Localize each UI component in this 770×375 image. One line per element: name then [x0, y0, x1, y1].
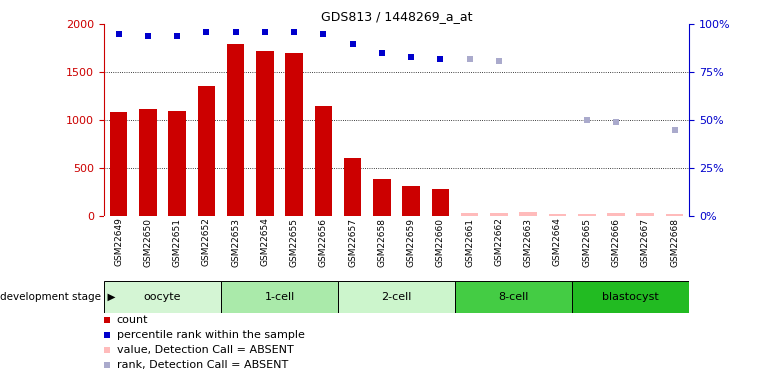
Text: GSM22662: GSM22662 — [494, 217, 504, 267]
Text: GSM22652: GSM22652 — [202, 217, 211, 267]
Bar — [221, 281, 338, 313]
Bar — [432, 189, 449, 216]
Text: 2-cell: 2-cell — [381, 292, 412, 302]
Text: percentile rank within the sample: percentile rank within the sample — [117, 330, 305, 340]
Text: GSM22666: GSM22666 — [611, 217, 621, 267]
Text: blastocyst: blastocyst — [602, 292, 659, 302]
Bar — [490, 213, 507, 216]
Bar — [461, 213, 478, 216]
Text: oocyte: oocyte — [144, 292, 181, 302]
Text: 1-cell: 1-cell — [264, 292, 295, 302]
Text: GSM22656: GSM22656 — [319, 217, 328, 267]
Text: GSM22655: GSM22655 — [290, 217, 299, 267]
Bar — [520, 212, 537, 216]
Bar — [572, 281, 689, 313]
Text: GSM22653: GSM22653 — [231, 217, 240, 267]
Bar — [455, 281, 572, 313]
Bar — [403, 186, 420, 216]
Text: GSM22654: GSM22654 — [260, 217, 269, 267]
Bar — [373, 179, 390, 216]
Title: GDS813 / 1448269_a_at: GDS813 / 1448269_a_at — [321, 10, 472, 23]
Text: rank, Detection Call = ABSENT: rank, Detection Call = ABSENT — [117, 360, 288, 370]
Bar — [227, 44, 244, 216]
Bar — [666, 214, 683, 216]
Text: GSM22663: GSM22663 — [524, 217, 533, 267]
Bar — [549, 214, 566, 216]
Bar — [169, 111, 186, 216]
Text: GSM22649: GSM22649 — [114, 217, 123, 267]
Bar — [104, 281, 221, 313]
Bar — [315, 106, 332, 216]
Text: count: count — [117, 315, 149, 325]
Text: GSM22665: GSM22665 — [582, 217, 591, 267]
Text: GSM22661: GSM22661 — [465, 217, 474, 267]
Bar — [139, 108, 156, 216]
Text: development stage  ▶: development stage ▶ — [0, 292, 116, 302]
Text: GSM22657: GSM22657 — [348, 217, 357, 267]
Text: GSM22659: GSM22659 — [407, 217, 416, 267]
Bar — [110, 112, 127, 216]
Text: GSM22658: GSM22658 — [377, 217, 387, 267]
Bar — [198, 86, 215, 216]
Text: GSM22660: GSM22660 — [436, 217, 445, 267]
Bar — [578, 214, 595, 216]
Bar — [608, 213, 624, 216]
Bar — [344, 158, 361, 216]
Text: GSM22664: GSM22664 — [553, 217, 562, 267]
Text: 8-cell: 8-cell — [498, 292, 529, 302]
Bar — [286, 53, 303, 216]
Text: value, Detection Call = ABSENT: value, Detection Call = ABSENT — [117, 345, 293, 355]
Bar — [637, 213, 654, 216]
Text: GSM22650: GSM22650 — [143, 217, 152, 267]
Bar — [256, 51, 273, 216]
Text: GSM22667: GSM22667 — [641, 217, 650, 267]
Bar — [338, 281, 455, 313]
Text: GSM22668: GSM22668 — [670, 217, 679, 267]
Text: GSM22651: GSM22651 — [172, 217, 182, 267]
